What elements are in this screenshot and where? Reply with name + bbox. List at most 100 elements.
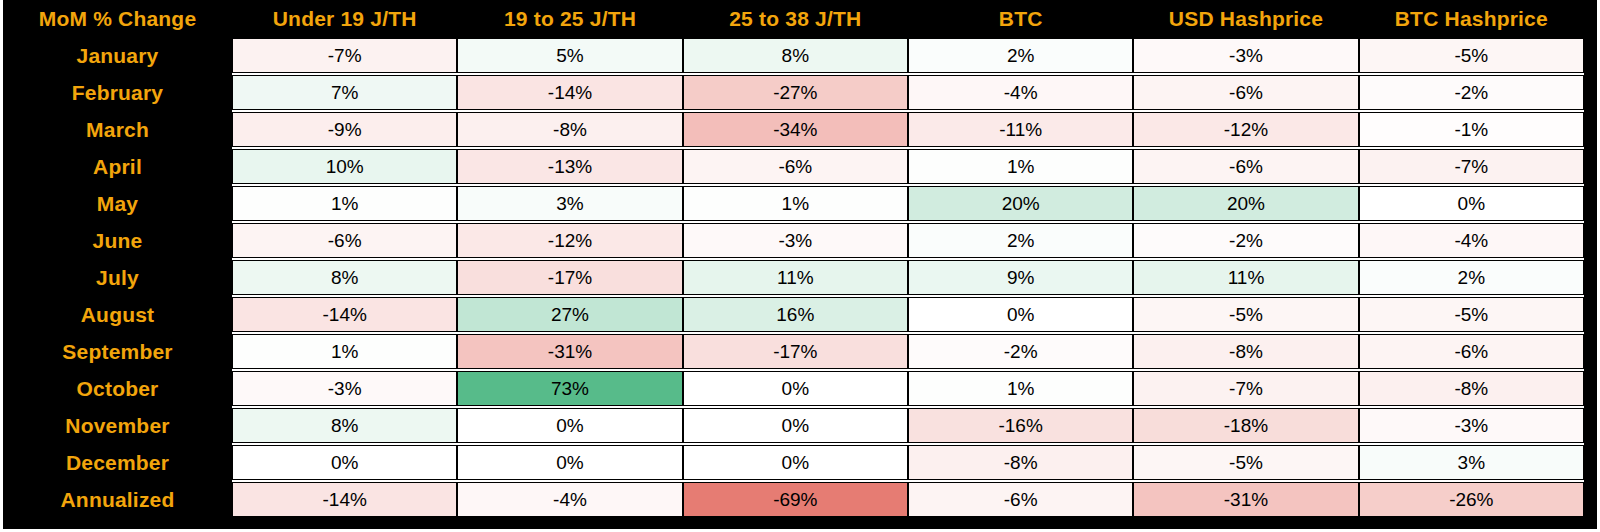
value-cell: -2% [908,334,1133,369]
table-row: 8%-17%11%9%11%2% [232,260,1584,295]
value-cell: -14% [457,75,682,110]
value-cell: 1% [232,334,457,369]
value-cell: 7% [232,75,457,110]
column-header: BTC Hashprice [1359,0,1584,38]
value-cell: -4% [1359,223,1584,258]
row-label: September [3,334,232,369]
table-row: 1%-31%-17%-2%-8%-6% [232,334,1584,369]
value-cell: -12% [1133,112,1358,147]
value-cell: 11% [683,260,908,295]
value-cell: 16% [683,297,908,332]
value-cell: -17% [457,260,682,295]
column-header-row: Under 19 J/TH19 to 25 J/TH25 to 38 J/THB… [232,0,1584,38]
value-cell: 0% [457,445,682,480]
row-label: March [3,112,232,147]
row-label: November [3,408,232,443]
row-label: August [3,297,232,332]
table-row: -6%-12%-3%2%-2%-4% [232,223,1584,258]
table-row: -9%-8%-34%-11%-12%-1% [232,112,1584,147]
value-cell: 11% [1133,260,1358,295]
column-header: Under 19 J/TH [232,0,457,38]
mom-percent-change-table: MoM % Change JanuaryFebruaryMarchAprilMa… [3,0,1597,529]
value-cell: 20% [1133,186,1358,221]
table-row: 7%-14%-27%-4%-6%-2% [232,75,1584,110]
value-cell: -6% [1133,75,1358,110]
value-cell: -8% [457,112,682,147]
value-cell: -14% [232,297,457,332]
value-cell: 1% [232,186,457,221]
value-cell: 0% [457,408,682,443]
row-label: October [3,371,232,406]
value-cell: 8% [232,408,457,443]
column-header: 19 to 25 J/TH [457,0,682,38]
row-label: February [3,75,232,110]
row-label: Annualized [3,482,232,517]
value-cell: -31% [1133,482,1358,517]
value-cell: 0% [232,445,457,480]
value-cell: 0% [683,445,908,480]
table-row: -3%73%0%1%-7%-8% [232,371,1584,406]
value-cell: -9% [232,112,457,147]
value-cell: -4% [457,482,682,517]
value-cell: 3% [1359,445,1584,480]
value-cell: -5% [1359,297,1584,332]
table-row: -14%-4%-69%-6%-31%-26% [232,482,1584,517]
value-cell: 0% [683,371,908,406]
data-columns: Under 19 J/TH19 to 25 J/TH25 to 38 J/THB… [232,0,1584,517]
value-cell: -4% [908,75,1133,110]
value-cell: -17% [683,334,908,369]
value-cell: -8% [908,445,1133,480]
row-label: April [3,149,232,184]
value-cell: -6% [683,149,908,184]
value-cell: 5% [457,38,682,73]
value-cell: 8% [683,38,908,73]
value-cell: -6% [232,223,457,258]
row-label-column: MoM % Change JanuaryFebruaryMarchAprilMa… [3,0,232,517]
value-cell: -16% [908,408,1133,443]
table-row: 1%3%1%20%20%0% [232,186,1584,221]
column-header: BTC [908,0,1133,38]
value-cell: -2% [1359,75,1584,110]
value-cell: 2% [908,38,1133,73]
table-row: 0%0%0%-8%-5%3% [232,445,1584,480]
value-cell: 0% [1359,186,1584,221]
value-cell: -3% [683,223,908,258]
table-body: -7%5%8%2%-3%-5%7%-14%-27%-4%-6%-2%-9%-8%… [232,38,1584,517]
row-label: January [3,38,232,73]
value-cell: 9% [908,260,1133,295]
value-cell: -5% [1133,445,1358,480]
value-cell: 3% [457,186,682,221]
value-cell: -6% [908,482,1133,517]
value-cell: -5% [1133,297,1358,332]
value-cell: 1% [908,149,1133,184]
value-cell: -6% [1359,334,1584,369]
value-cell: -2% [1133,223,1358,258]
value-cell: -12% [457,223,682,258]
value-cell: -31% [457,334,682,369]
value-cell: 27% [457,297,682,332]
value-cell: 0% [908,297,1133,332]
value-cell: -27% [683,75,908,110]
column-header: USD Hashprice [1133,0,1358,38]
page: MoM % Change JanuaryFebruaryMarchAprilMa… [0,0,1600,532]
value-cell: -1% [1359,112,1584,147]
table-row: -7%5%8%2%-3%-5% [232,38,1584,73]
table-row: 10%-13%-6%1%-6%-7% [232,149,1584,184]
table-row: -14%27%16%0%-5%-5% [232,297,1584,332]
row-label: June [3,223,232,258]
row-label: December [3,445,232,480]
value-cell: -6% [1133,149,1358,184]
value-cell: -8% [1359,371,1584,406]
value-cell: -3% [232,371,457,406]
value-cell: 20% [908,186,1133,221]
value-cell: -14% [232,482,457,517]
value-cell: -7% [1359,149,1584,184]
row-label: May [3,186,232,221]
value-cell: -69% [683,482,908,517]
value-cell: -7% [232,38,457,73]
value-cell: -3% [1359,408,1584,443]
value-cell: 2% [908,223,1133,258]
column-header: 25 to 38 J/TH [683,0,908,38]
value-cell: 1% [908,371,1133,406]
value-cell: -34% [683,112,908,147]
